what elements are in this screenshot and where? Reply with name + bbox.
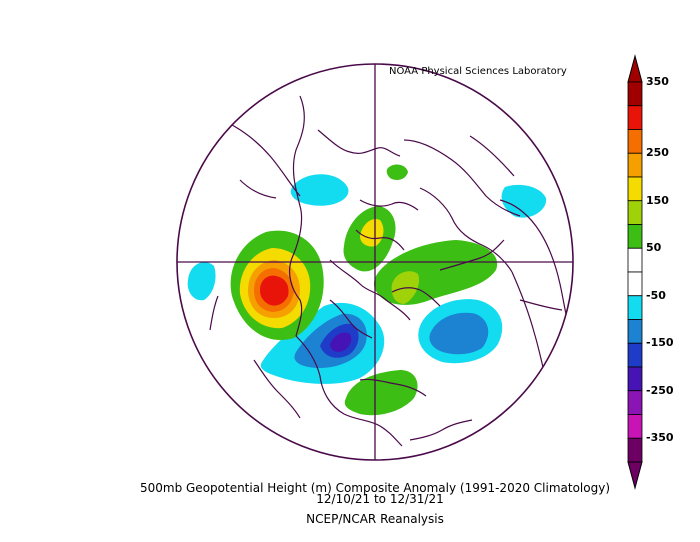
anomaly-blue-asia [429, 312, 489, 355]
colorbar-swatch [627, 319, 643, 344]
anomaly-cyan-siberia [501, 184, 547, 218]
colorbar-swatch [627, 81, 643, 107]
caption-title: 500mb Geopotential Height (m) Composite … [139, 481, 610, 495]
coastlines [209, 95, 571, 447]
colorbar-swatch [627, 200, 643, 225]
globe-border [176, 63, 574, 461]
colorbar-label: -50 [646, 288, 666, 302]
caption-source: NCEP/NCAR Reanalysis [306, 512, 444, 526]
caption-dates: 12/10/21 to 12/31/21 [316, 492, 444, 506]
colorbar-label: 250 [646, 146, 669, 160]
credit-text: NOAA Physical Sciences Laboratory [389, 66, 567, 77]
colorbar [627, 54, 643, 490]
colorbar-arrow-bottom [627, 461, 643, 490]
anomaly-green-north-atlantic [386, 164, 408, 180]
colorbar-swatch [627, 152, 643, 178]
colorbar-swatch [627, 105, 643, 130]
colorbar-label: -350 [646, 431, 674, 445]
colorbar-swatch [627, 414, 643, 439]
colorbar-swatch [627, 271, 643, 297]
anomaly-yellow-arctic [360, 218, 384, 247]
colorbar-swatch [627, 342, 643, 368]
colorbar-label: -150 [646, 336, 674, 350]
colorbar-label: 350 [646, 75, 669, 88]
colorbar-swatch [627, 295, 643, 320]
colorbar-swatch [627, 437, 643, 463]
colorbar-arrow-top [627, 54, 643, 83]
colorbar-swatch [627, 224, 643, 249]
colorbar-label: 150 [646, 193, 669, 207]
colorbar-swatch [627, 176, 643, 202]
anomaly-red-pacific-ridge [260, 275, 289, 306]
anomaly-green-north-america [344, 370, 418, 416]
colorbar-swatch [627, 390, 643, 415]
anomaly-cyan-atlantic-west [187, 262, 216, 301]
anomaly-purple-pacific [330, 332, 352, 352]
colorbar-label: 50 [646, 241, 662, 255]
anomaly-contours [187, 164, 547, 416]
colorbar-label: -250 [646, 383, 674, 397]
colorbar-swatch [627, 247, 643, 273]
colorbar-swatch [627, 366, 643, 392]
anomaly-cyan-atlantic [290, 174, 349, 206]
colorbar-swatch [627, 129, 643, 154]
